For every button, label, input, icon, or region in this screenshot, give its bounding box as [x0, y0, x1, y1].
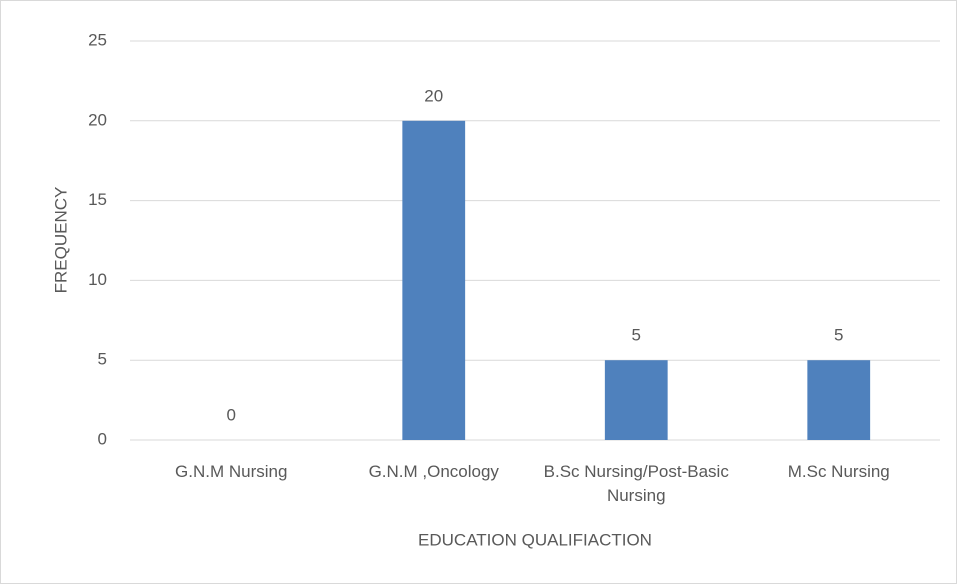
x-tick-label-box: B.Sc Nursing/Post-Basic Nursing [543, 462, 729, 505]
y-axis-label: FREQUENCY [51, 187, 70, 294]
x-tick-label: G.N.M ,Oncology [368, 462, 499, 481]
data-label: 5 [632, 326, 641, 345]
x-tick-label-box: G.N.M Nursing [175, 462, 288, 481]
y-tick-label: 15 [88, 190, 107, 209]
y-tick-label: 10 [88, 270, 107, 289]
y-tick-label: 0 [98, 429, 107, 448]
bar [604, 360, 668, 440]
data-label: 20 [424, 86, 443, 105]
x-tick-label: B.Sc Nursing/Post-Basic Nursing [543, 462, 729, 505]
bar [807, 360, 871, 440]
data-label: 5 [834, 326, 843, 345]
x-tick-label-box: G.N.M ,Oncology [368, 462, 499, 481]
y-tick-label: 5 [98, 350, 107, 369]
x-tick-label-box: M.Sc Nursing [787, 462, 890, 481]
bar [402, 120, 466, 441]
data-label: 0 [227, 405, 236, 424]
y-tick-label: 20 [88, 110, 107, 129]
x-axis-label: EDUCATION QUALIFIACTION [418, 530, 652, 549]
x-tick-label: M.Sc Nursing [787, 462, 890, 481]
x-tick-label: G.N.M Nursing [175, 462, 288, 481]
y-tick-label: 25 [88, 30, 107, 49]
